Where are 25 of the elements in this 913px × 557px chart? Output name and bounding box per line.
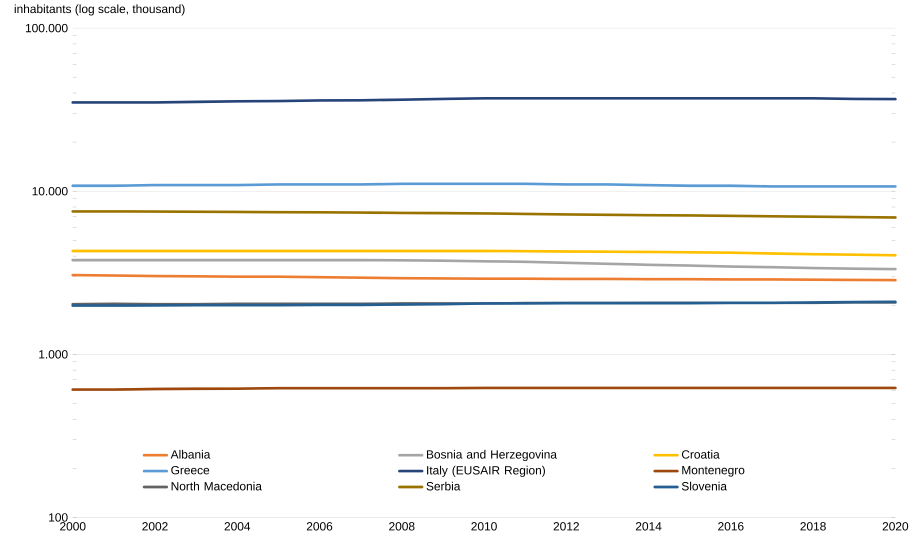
x-tick-label: 2010 (471, 522, 497, 530)
legend-label: Albania (170, 450, 210, 459)
legend-label: Bosnia and Herzegovina (426, 450, 557, 461)
legend-label: Montenegro (682, 466, 744, 477)
x-tick-label: 2018 (800, 522, 826, 530)
x-tick-label: 2006 (306, 522, 332, 530)
x-tick-label: 2012 (554, 522, 579, 530)
x-tick-label: 2000 (60, 522, 86, 530)
legend-label: Greece (171, 466, 210, 474)
x-tick-label: 2008 (389, 522, 415, 530)
y-tick-label: 100 (49, 513, 68, 522)
x-tick-label: 2014 (636, 522, 662, 530)
legend-label: Croatia (682, 450, 720, 459)
legend-label: Serbia (426, 482, 460, 490)
y-tick-label: 1.000 (39, 350, 68, 358)
x-tick-label: 2020 (882, 522, 908, 530)
x-tick-label: 2016 (718, 522, 744, 530)
y-tick-label: 100.000 (26, 24, 68, 32)
legend-label: North Macedonia (172, 482, 262, 490)
x-tick-label: 2004 (224, 522, 250, 530)
legend-label: Slovenia (682, 482, 727, 490)
y-axis-title: inhabitants (log scale, thousand) (14, 4, 185, 16)
x-tick-label: 2002 (142, 522, 168, 530)
y-tick-label: 10.000 (32, 186, 68, 196)
legend-label: Italy (EUSAIR Region) (427, 466, 545, 477)
